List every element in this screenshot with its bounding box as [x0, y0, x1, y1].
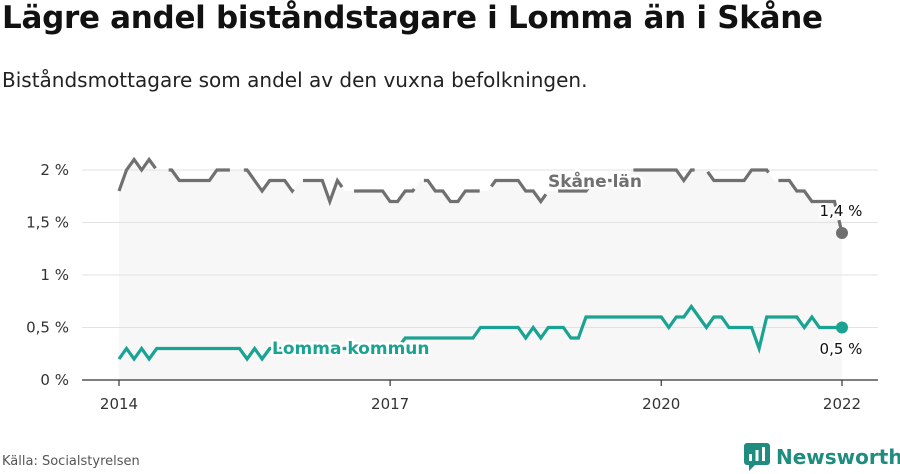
x-tick-label: 2020	[642, 395, 680, 413]
skane-line	[117, 156, 844, 234]
x-axis-layer: 2014 2017 2020 2022	[82, 379, 878, 413]
x-tick-label: 2022	[823, 395, 861, 413]
y-tick-label: 1 %	[40, 266, 69, 284]
x-tick-label: 2017	[371, 395, 409, 413]
x-tick-label: 2014	[100, 395, 138, 413]
y-tick-label: 2 %	[40, 161, 69, 179]
y-tick-label: 0 %	[40, 371, 69, 389]
lomma-series-label: Lomma kommun	[272, 339, 430, 359]
skane-end-point	[836, 227, 848, 239]
source-note: Källa: Socialstyrelsen	[2, 454, 140, 469]
lomma-line	[117, 303, 842, 362]
series-labels: Skåne län Lomma kommun 1,4 % 0,5 %	[270, 168, 865, 362]
lomma-end-point	[836, 321, 848, 334]
skane-area	[119, 159, 842, 380]
y-tick-label: 1,5 %	[26, 214, 69, 232]
brand-name: Newsworthy	[776, 445, 900, 469]
newsworthy-logo-link[interactable]: Newsworthy	[744, 442, 900, 472]
chart-title: Lägre andel biståndstagare i Lomma än i …	[2, 0, 823, 36]
skane-area-layer	[119, 159, 842, 380]
lomma-end-value-label: 0,5 %	[820, 340, 863, 358]
newsworthy-logo-icon	[744, 443, 770, 471]
y-tick-labels: 0 % 0,5 % 1 % 1,5 % 2 %	[26, 161, 69, 389]
y-tick-label: 0,5 %	[26, 319, 69, 337]
skane-end-value-label: 1,4 %	[820, 202, 863, 220]
skane-series-label: Skåne län	[548, 170, 642, 192]
chart-subtitle: Biståndsmottagare som andel av den vuxna…	[2, 68, 588, 92]
series-lines	[117, 156, 848, 362]
